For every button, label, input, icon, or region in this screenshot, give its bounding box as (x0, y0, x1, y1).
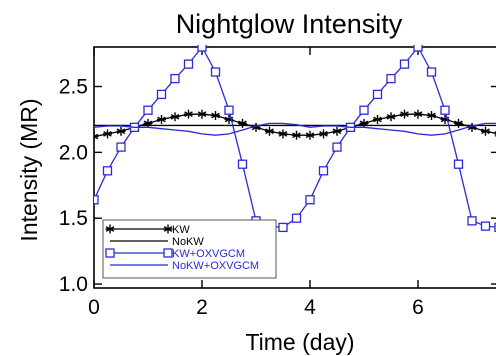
data-point-kw (103, 129, 112, 139)
data-point-kw (292, 130, 301, 140)
data-point-kw (373, 114, 382, 124)
data-point-kw-oxvgcm (278, 222, 288, 233)
data-point-kw-oxvgcm (453, 159, 464, 169)
legend-item-kw-oxvgcm: KW+OXVGCM (105, 248, 245, 260)
data-point-kw (211, 110, 220, 120)
series-line-nokw-oxvgcm (94, 122, 496, 136)
data-point-kw (359, 118, 369, 128)
x-tick-label: 0 (88, 296, 100, 319)
x-tick-label: 2 (196, 296, 208, 319)
data-point-kw-oxvgcm (102, 166, 113, 176)
legend-label-nokw-oxvgcm: NoKW+OXVGCM (172, 260, 259, 272)
data-point-kw (157, 114, 166, 124)
data-point-kw (454, 118, 463, 128)
legend-label-nokw: NoKW (172, 236, 204, 248)
data-point-kw-oxvgcm (237, 159, 248, 169)
legend-label-kw: KW (172, 224, 190, 236)
legend-marker-kw (105, 224, 115, 234)
data-point-kw (427, 110, 436, 120)
data-point-kw-oxvgcm (399, 59, 410, 69)
data-point-kw (94, 132, 99, 142)
data-point-kw (197, 109, 207, 119)
y-axis-label: Intensity (MR) (16, 98, 42, 241)
data-point-kw-oxvgcm (440, 105, 450, 115)
x-tick-label: 6 (412, 296, 424, 319)
data-point-kw-oxvgcm (359, 105, 369, 115)
data-point-kw-oxvgcm (210, 67, 221, 77)
series-nokw-oxvgcm (94, 122, 496, 136)
data-point-kw (481, 126, 490, 136)
data-point-kw-oxvgcm (183, 59, 194, 69)
data-point-kw (265, 126, 274, 136)
y-tick-label: 1.5 (59, 207, 88, 230)
legend-item-nokw: NoKW (110, 236, 204, 248)
data-point-kw (319, 129, 328, 139)
plot-frame (93, 46, 496, 289)
data-point-kw (413, 109, 423, 119)
data-point-kw-oxvgcm (116, 142, 126, 152)
chart-title: Nightglow Intensity (176, 9, 403, 39)
data-point-kw-oxvgcm (94, 195, 99, 205)
series-layer (94, 45, 496, 233)
data-point-kw (278, 129, 288, 139)
y-tick-label: 1.0 (59, 273, 88, 296)
data-point-kw-oxvgcm (224, 105, 234, 115)
data-point-kw-oxvgcm (197, 45, 207, 52)
data-point-kw (305, 130, 315, 140)
data-point-kw-oxvgcm (480, 221, 491, 231)
data-point-kw (386, 112, 396, 122)
data-point-kw (400, 109, 409, 119)
data-point-kw (143, 118, 153, 128)
legend-label-kw-oxvgcm: KW+OXVGCM (172, 248, 245, 260)
data-point-kw-oxvgcm (143, 105, 153, 115)
legend-item-kw: KW (105, 224, 190, 236)
data-point-kw-oxvgcm (318, 166, 329, 176)
data-point-kw-oxvgcm (305, 195, 315, 205)
x-axis-ticks: 0 2 4 6 (88, 47, 424, 319)
data-point-kw (184, 109, 193, 119)
data-point-kw (238, 118, 247, 128)
data-point-kw-oxvgcm (413, 45, 423, 52)
data-point-kw-oxvgcm (291, 213, 302, 223)
data-point-kw-oxvgcm (156, 89, 167, 100)
data-point-kw (116, 126, 126, 136)
data-point-kw (170, 112, 180, 122)
data-point-kw-oxvgcm (426, 67, 437, 77)
y-tick-label: 2.0 (59, 141, 88, 164)
legend-marker-kw-oxvgcm (105, 248, 115, 258)
x-tick-label: 4 (304, 296, 316, 319)
data-point-kw-oxvgcm (386, 73, 396, 84)
data-point-kw-oxvgcm (332, 142, 342, 152)
x-axis-label: Time (day) (245, 329, 354, 355)
legend-item-nokw-oxvgcm: NoKW+OXVGCM (110, 260, 259, 272)
y-axis-ticks: 1.0 1.5 2.0 2.5 (59, 76, 496, 296)
legend-marker-kw (163, 224, 173, 234)
legend-box (102, 219, 277, 279)
data-point-kw-oxvgcm (467, 216, 477, 226)
data-point-kw-oxvgcm (372, 89, 383, 100)
legend-marker-kw-oxvgcm (163, 248, 173, 258)
data-point-kw-oxvgcm (170, 73, 180, 84)
y-tick-label: 2.5 (59, 76, 88, 99)
data-point-kw (332, 126, 342, 136)
